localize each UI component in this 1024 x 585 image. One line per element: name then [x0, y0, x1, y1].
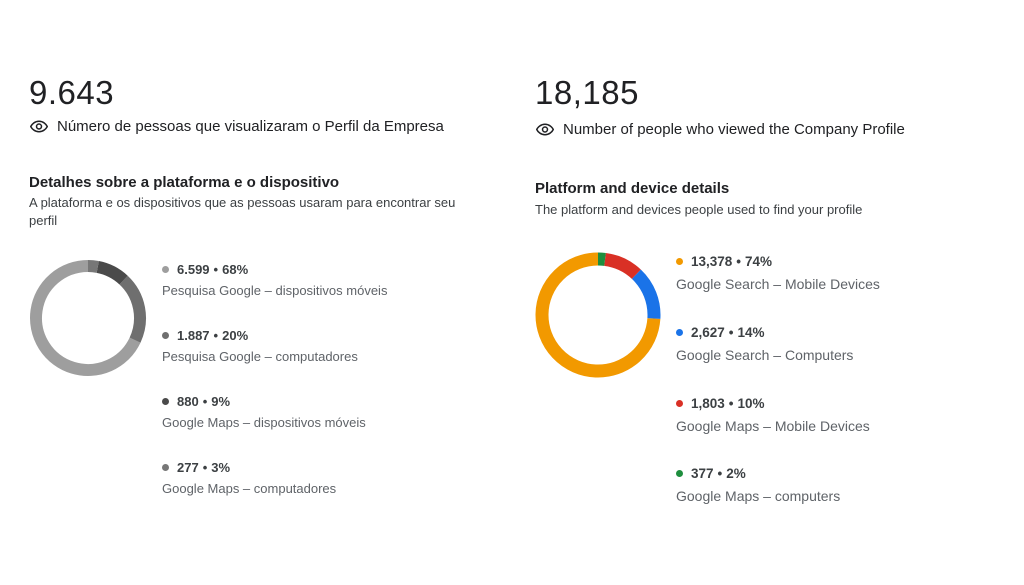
legend-dot [162, 398, 169, 405]
section-subtitle: A plataforma e os dispositivos que as pe… [29, 195, 456, 228]
legend-count: 1.887 [177, 328, 210, 343]
legend-percent: 74% [745, 254, 773, 269]
legend-count: 6.599 [177, 262, 210, 277]
donut-segment [603, 252, 641, 280]
legend-percent: 10% [737, 396, 765, 411]
legend-count: 13,378 [691, 254, 733, 269]
profile-stats-panel-pt: 9.643 Número de pessoas que visualizaram… [0, 0, 500, 585]
legend-count: 1,803 [691, 396, 725, 411]
legend-label: Google Search – Mobile Devices [676, 276, 880, 292]
legend-item: 13,378 • 74% Google Search – Mobile Device… [676, 254, 880, 292]
legend-percent: 20% [222, 328, 249, 343]
views-metric-label: Number of people who viewed the Company … [563, 121, 905, 138]
donut-segment [119, 275, 146, 343]
donut-segment [87, 260, 99, 273]
section-title: Detalhes sobre a plataforma e o disposit… [29, 174, 340, 191]
total-views-number: 18,185 [535, 74, 639, 111]
legend-percent: 14% [737, 325, 765, 340]
profile-stats-panel-en: 18,185 Number of people who viewed the C… [500, 0, 1024, 585]
legend-percent: 3% [211, 460, 231, 475]
views-metric-label: Número de pessoas que visualizaram o Per… [57, 118, 444, 135]
legend-label: Google Maps – computadores [162, 481, 337, 496]
legend-item: 277 • 3% Google Maps – computadores [162, 460, 337, 496]
eye-icon [30, 120, 48, 133]
legend-percent: 9% [211, 394, 231, 409]
donut-segment [631, 269, 661, 319]
section-title: Platform and device details [535, 180, 730, 197]
legend-item: 377 • 2% Google Maps – computers [676, 466, 841, 504]
legend-dot [162, 464, 169, 471]
legend-item: 1.887 • 20% Pesquisa Google – computadores [162, 328, 358, 364]
legend-percent: 2% [726, 466, 746, 481]
eye-icon [536, 123, 554, 136]
legend-dot [676, 400, 683, 407]
legend-count: 277 [177, 460, 199, 475]
views-metric-row: Número de pessoas que visualizaram o Per… [30, 118, 444, 135]
legend-dot [676, 329, 683, 336]
platform-donut-chart [535, 252, 661, 378]
legend-label: Pesquisa Google – dispositivos móveis [162, 283, 388, 298]
donut-segment [30, 260, 141, 376]
legend-label: Google Maps – computers [676, 488, 841, 504]
legend-item: 1,803 • 10% Google Maps – Mobile Devices [676, 396, 870, 434]
legend-percent: 68% [222, 262, 249, 277]
legend-count: 377 [691, 466, 714, 481]
donut-segment [535, 252, 661, 378]
donut-segment [96, 261, 128, 285]
legend-dot [162, 266, 169, 273]
legend-item: 2,627 • 14% Google Search – Computers [676, 325, 854, 363]
legend-dot [676, 470, 683, 477]
legend-label: Google Search – Computers [676, 347, 854, 363]
legend-dot [162, 332, 169, 339]
legend-count: 2,627 [691, 325, 725, 340]
legend-item: 880 • 9% Google Maps – dispositivos móveis [162, 394, 366, 430]
legend-label: Google Maps – Mobile Devices [676, 418, 870, 434]
total-views-number: 9.643 [29, 74, 115, 111]
section-subtitle: The platform and devices people used to … [535, 202, 863, 217]
legend-label: Google Maps – dispositivos móveis [162, 415, 366, 430]
platform-donut-chart [30, 260, 146, 376]
legend-dot [676, 258, 683, 265]
views-metric-row: Number of people who viewed the Company … [536, 121, 905, 138]
legend-count: 880 [177, 394, 199, 409]
legend-item: 6.599 • 68% Pesquisa Google – dispositivos… [162, 262, 388, 298]
legend-label: Pesquisa Google – computadores [162, 349, 358, 364]
